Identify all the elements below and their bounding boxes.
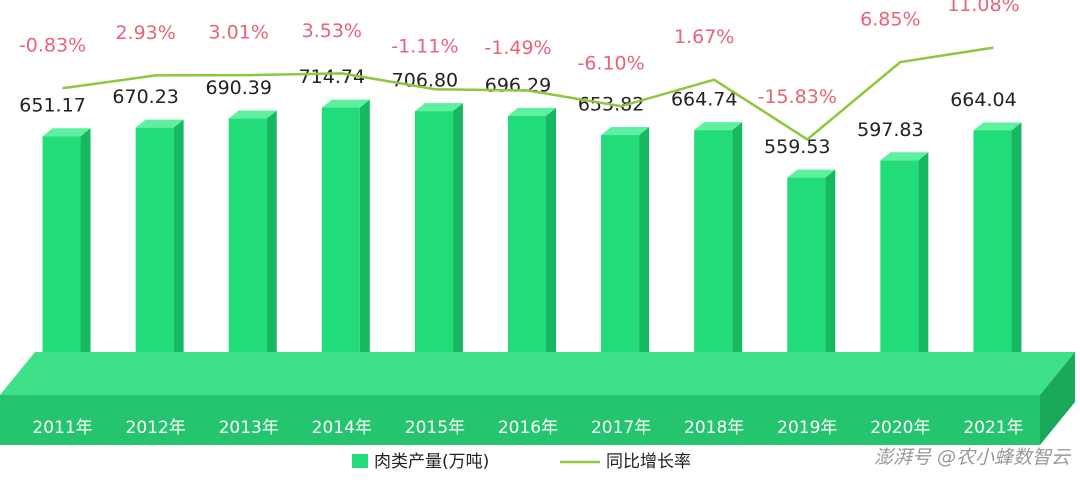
bar-value-label: 664.04 (950, 89, 1016, 111)
line-value-label: 3.01% (209, 22, 269, 44)
line-value-label: -1.49% (484, 37, 551, 59)
floor-top (0, 352, 1075, 395)
line-value-label: 11.08% (947, 0, 1019, 16)
bar-value-label: 559.53 (764, 136, 830, 158)
bar-top (414, 103, 463, 112)
bar-value-label: 651.17 (19, 95, 85, 117)
line-value-label: -0.83% (19, 35, 86, 57)
bar-value-label: 690.39 (205, 77, 271, 99)
x-tick-label: 2012年 (126, 418, 186, 438)
line-value-label: 6.85% (860, 9, 920, 31)
bar-value-label: 597.83 (857, 119, 923, 141)
line-value-label: 2.93% (115, 22, 175, 44)
bar-side (452, 103, 463, 430)
floor-front (0, 395, 1040, 445)
x-tick-label: 2019年 (777, 418, 837, 438)
x-tick-label: 2015年 (405, 418, 465, 438)
bar-top (694, 122, 743, 131)
x-tick-label: 2014年 (312, 418, 372, 438)
bar-top (880, 152, 929, 161)
bar-value-label: 670.23 (112, 86, 178, 108)
line-value-label: -6.10% (577, 53, 644, 75)
bar-top (321, 99, 370, 108)
growth-line (62, 46, 994, 141)
bar-top (973, 122, 1022, 131)
bar-value-label: 706.80 (392, 70, 458, 92)
bar-side (359, 99, 370, 430)
line-value-label: -15.83% (758, 86, 837, 108)
bar-top (601, 127, 650, 136)
bar-top (42, 128, 91, 137)
x-tick-label: 2013年 (219, 418, 279, 438)
x-tick-label: 2021年 (963, 418, 1023, 438)
bar-value-label: 714.74 (299, 66, 365, 88)
bar-top (787, 169, 836, 178)
floor-side (1040, 352, 1075, 445)
x-tick-label: 2016年 (498, 418, 558, 438)
watermark: 澎湃号 @农小蜂数智云 (874, 447, 1072, 469)
bar-value-label: 664.74 (671, 89, 737, 111)
x-tick-label: 2011年 (32, 418, 92, 438)
legend-label: 肉类产量(万吨) (374, 452, 489, 472)
x-tick-label: 2020年 (870, 418, 930, 438)
bar-top (135, 119, 184, 128)
legend-label: 同比增长率 (606, 452, 691, 472)
line-value-label: 3.53% (302, 20, 362, 42)
line-value-label: -1.11% (391, 36, 458, 58)
line-value-label: 1.67% (674, 26, 734, 48)
bar-top (228, 110, 277, 119)
bar-side (546, 107, 556, 430)
x-tick-label: 2017年 (591, 418, 651, 438)
legend-swatch (352, 454, 368, 468)
x-tick-label: 2018年 (684, 418, 744, 438)
bar-top (508, 107, 556, 116)
bar-side (266, 110, 277, 430)
